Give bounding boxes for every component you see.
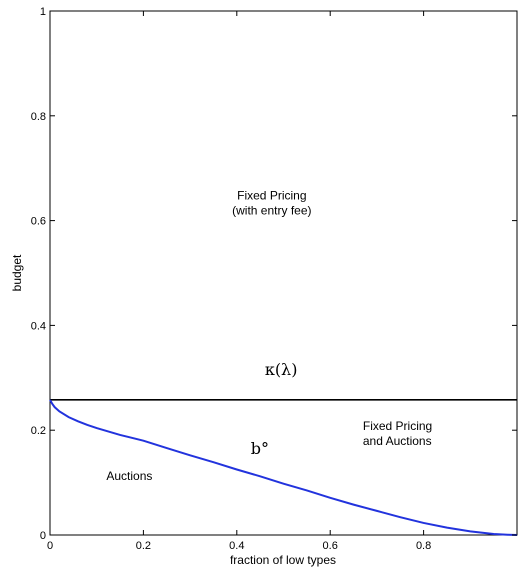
x-tick-label: 0.8 <box>416 540 431 552</box>
plot-area <box>49 10 518 536</box>
annotation-auctions: Auctions <box>106 469 152 483</box>
y-tick-label: 0 <box>40 530 46 542</box>
annotation-kappa: κ(λ) <box>265 360 298 379</box>
annotation-fixed-pricing: Fixed Pricing (with entry fee) <box>232 189 311 218</box>
x-tick-label: 0 <box>47 540 53 552</box>
annotation-b-circ: b° <box>251 439 269 458</box>
y-tick-label: 1 <box>40 6 46 18</box>
series-line-1 <box>49 399 518 536</box>
series-layer <box>49 399 518 536</box>
x-tick-label: 0.4 <box>229 540 244 552</box>
annotations: Fixed Pricing (with entry fee) κ(λ) Fixed P… <box>106 189 432 483</box>
x-tick-label: 0.2 <box>136 540 151 552</box>
y-tick-label: 0.4 <box>31 320 46 332</box>
y-tick-label: 0.6 <box>31 216 46 228</box>
annotation-fixed-pricing-auctions: Fixed Pricing and Auctions <box>363 419 432 448</box>
y-axis-label: budget <box>10 254 24 291</box>
x-tick-label: 0.6 <box>323 540 338 552</box>
y-tick-label: 0.8 <box>31 111 46 123</box>
axes-layer: 0 0.2 0.4 0.6 0.8 1 0 0.2 0.4 0.6 0.8 <box>31 6 517 552</box>
y-tick-label: 0.2 <box>31 425 46 437</box>
x-axis-label: fraction of low types <box>230 553 336 567</box>
